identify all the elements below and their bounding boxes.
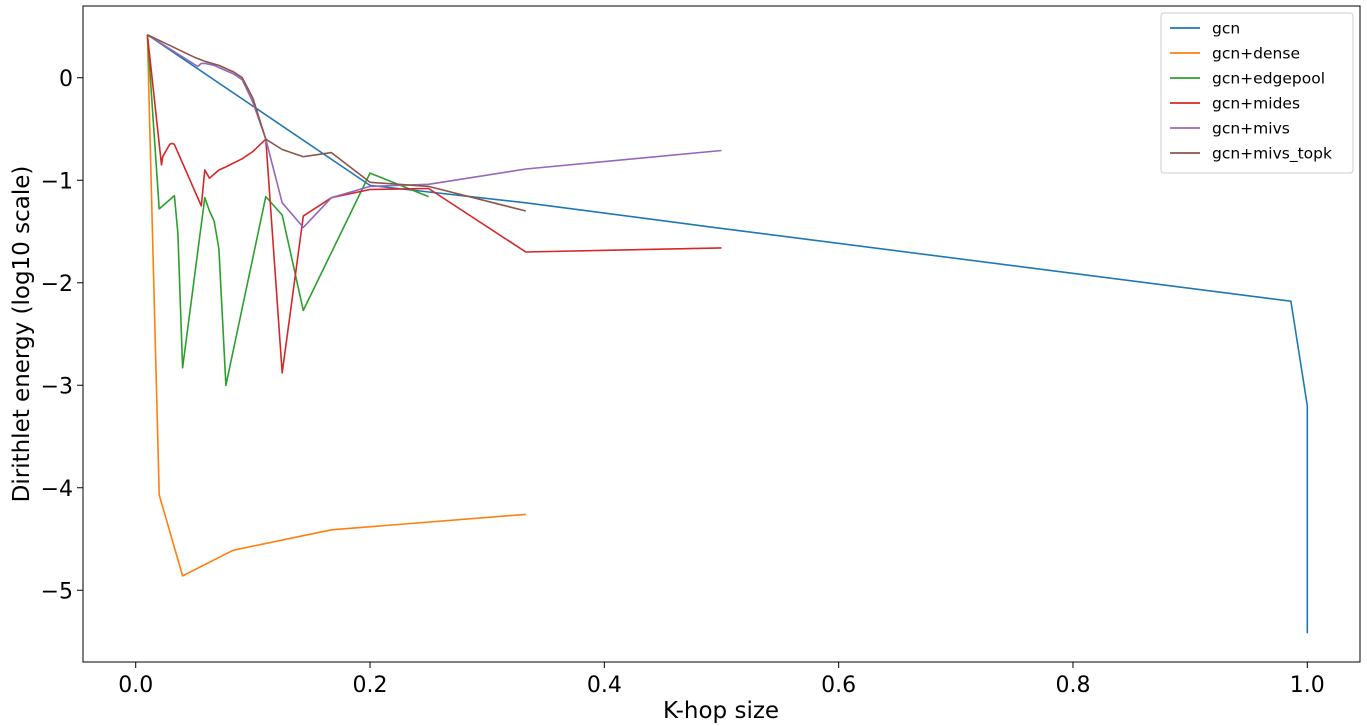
y-tick-label: −1 xyxy=(41,169,73,194)
legend-box xyxy=(1160,12,1354,174)
legend-label: gcn+dense xyxy=(1212,45,1300,63)
y-tick-label: 0 xyxy=(59,67,73,92)
y-axis-ticks: 0 −1 −2 −3 −4 −5 xyxy=(41,67,83,604)
series-line-gcn+edgepool xyxy=(146,34,429,387)
legend-label: gcn+mivs_topk xyxy=(1212,145,1332,164)
x-tick-label: 0.0 xyxy=(118,673,153,698)
y-axis-title: Dirithlet energy (log10 scale) xyxy=(9,166,35,503)
y-tick-label: −3 xyxy=(41,374,73,399)
series-layer xyxy=(146,33,1309,634)
plot-frame xyxy=(82,5,1361,663)
series-line-gcn+dense xyxy=(146,34,526,577)
series-line-gcn+mivs xyxy=(146,34,722,229)
series-line-gcn+mides xyxy=(146,34,722,374)
legend-label: gcn+mivs xyxy=(1212,120,1290,138)
x-tick-label: 0.6 xyxy=(821,673,856,698)
y-tick-label: −5 xyxy=(41,579,73,604)
legend: gcn gcn+dense gcn+edgepool gcn+mides gcn+miv… xyxy=(1160,12,1354,174)
x-tick-label: 0.2 xyxy=(353,673,388,698)
legend-label: gcn xyxy=(1212,20,1240,38)
y-tick-label: −2 xyxy=(41,272,73,297)
x-tick-label: 0.4 xyxy=(587,673,622,698)
legend-label: gcn+edgepool xyxy=(1212,70,1325,88)
legend-label: gcn+mides xyxy=(1212,95,1300,113)
y-tick-label: −4 xyxy=(41,477,73,502)
x-tick-label: 1.0 xyxy=(1290,673,1325,698)
x-tick-label: 0.8 xyxy=(1055,673,1090,698)
series-line-gcn xyxy=(146,34,1309,634)
x-axis-title: K-hop size xyxy=(663,698,779,724)
series-line-gcn+mivs_topk xyxy=(147,33,526,212)
x-axis-ticks: 0.0 0.2 0.4 0.6 0.8 1.0 xyxy=(118,662,1325,698)
